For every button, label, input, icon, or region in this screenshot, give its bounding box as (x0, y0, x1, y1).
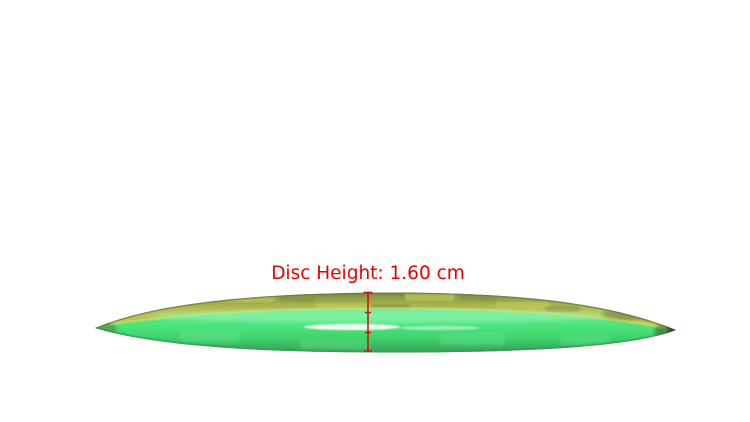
disc-right-band-brown (602, 308, 662, 320)
disc-specular-highlight-2 (400, 325, 480, 331)
disc-specular-highlight (304, 324, 400, 330)
height-measure-line (363, 291, 373, 352)
disc-bottom-shadow (95, 326, 676, 353)
disc-top-lip (95, 292, 676, 332)
disc-right-tip-dark (667, 326, 676, 336)
disc-left-tip-shade (95, 322, 117, 336)
disc-sheen (150, 309, 620, 323)
disc-height-label: Disc Height: 1.60 cm (271, 263, 465, 284)
